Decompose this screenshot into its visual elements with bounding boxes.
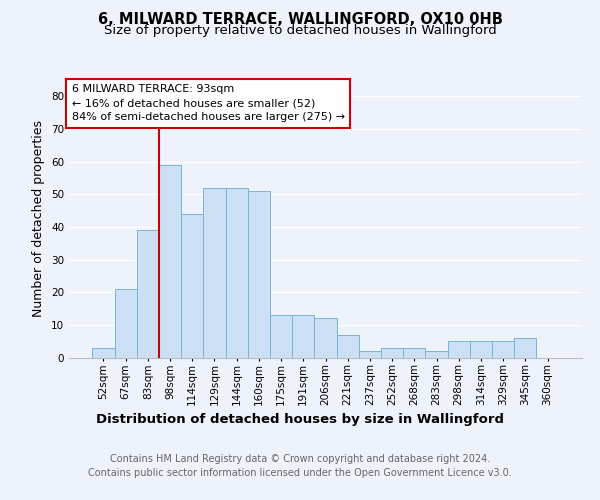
Bar xyxy=(425,351,448,358)
Bar xyxy=(115,289,137,358)
Bar xyxy=(181,214,203,358)
Bar xyxy=(492,341,514,357)
Bar xyxy=(359,351,381,358)
Text: Distribution of detached houses by size in Wallingford: Distribution of detached houses by size … xyxy=(96,412,504,426)
Text: Contains public sector information licensed under the Open Government Licence v3: Contains public sector information licen… xyxy=(88,468,512,477)
Bar xyxy=(470,341,492,357)
Bar xyxy=(226,188,248,358)
Bar xyxy=(314,318,337,358)
Text: 6 MILWARD TERRACE: 93sqm
← 16% of detached houses are smaller (52)
84% of semi-d: 6 MILWARD TERRACE: 93sqm ← 16% of detach… xyxy=(71,84,344,122)
Bar xyxy=(92,348,115,358)
Bar xyxy=(270,315,292,358)
Bar xyxy=(203,188,226,358)
Bar xyxy=(337,334,359,357)
Text: Contains HM Land Registry data © Crown copyright and database right 2024.: Contains HM Land Registry data © Crown c… xyxy=(110,454,490,464)
Bar xyxy=(137,230,159,358)
Bar xyxy=(514,338,536,357)
Y-axis label: Number of detached properties: Number of detached properties xyxy=(32,120,46,318)
Bar xyxy=(448,341,470,357)
Bar xyxy=(159,165,181,358)
Bar xyxy=(292,315,314,358)
Bar xyxy=(403,348,425,358)
Text: 6, MILWARD TERRACE, WALLINGFORD, OX10 0HB: 6, MILWARD TERRACE, WALLINGFORD, OX10 0H… xyxy=(98,12,502,28)
Bar xyxy=(381,348,403,358)
Text: Size of property relative to detached houses in Wallingford: Size of property relative to detached ho… xyxy=(104,24,496,37)
Bar xyxy=(248,191,270,358)
